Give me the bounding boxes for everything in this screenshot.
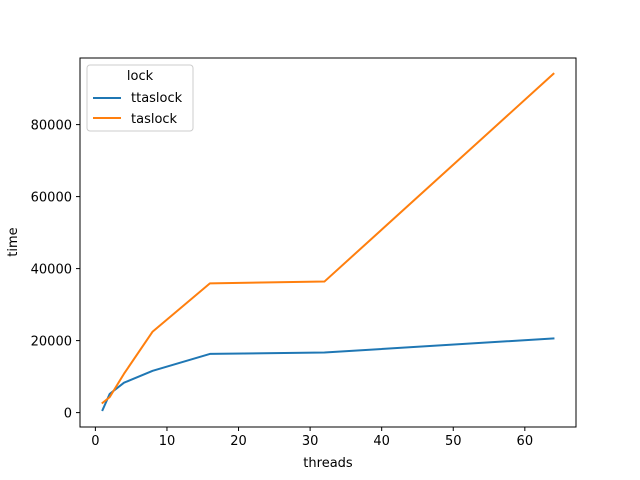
- x-tick-label: 60: [517, 434, 534, 449]
- legend-title: lock: [127, 69, 154, 84]
- plot-frame: [79, 57, 577, 428]
- y-axis-label: time: [6, 227, 21, 256]
- series-line-ttaslock: [101, 337, 555, 412]
- y-tick-label: 20000: [31, 335, 72, 350]
- x-tick-label: 10: [159, 434, 176, 449]
- x-tick-label: 0: [91, 434, 99, 449]
- legend-box: [86, 64, 194, 132]
- legend: lock ttaslock taslock: [86, 64, 194, 132]
- x-axis: 0 10 20 30 40 50 60: [91, 427, 533, 449]
- legend-label-ttaslock: ttaslock: [131, 91, 183, 106]
- x-tick-label: 30: [302, 434, 319, 449]
- x-tick-label: 40: [373, 434, 390, 449]
- y-tick-label: 60000: [31, 191, 72, 206]
- y-tick-label: 40000: [31, 263, 72, 278]
- x-tick-label: 50: [445, 434, 462, 449]
- series-line-taslock: [101, 72, 555, 405]
- series-layer: [101, 72, 555, 412]
- x-axis-label: threads: [303, 456, 353, 471]
- y-tick-label: 0: [64, 407, 72, 422]
- x-tick-label: 20: [230, 434, 247, 449]
- y-tick-label: 80000: [31, 119, 72, 134]
- y-axis: 0 20000 40000 60000 80000: [31, 119, 80, 422]
- legend-label-taslock: taslock: [131, 112, 178, 127]
